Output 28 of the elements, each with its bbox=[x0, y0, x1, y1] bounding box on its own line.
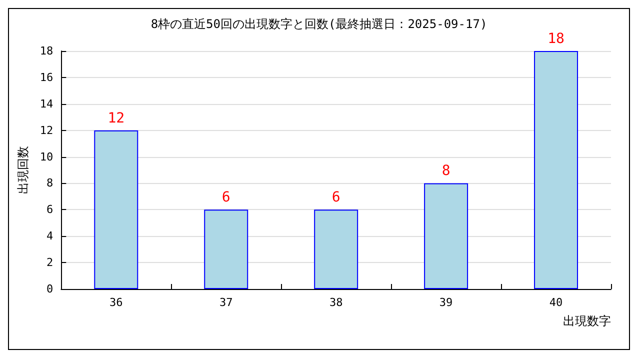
y-tick-label: 8 bbox=[46, 176, 54, 190]
x-tick-label: 40 bbox=[549, 296, 563, 309]
data-label: 6 bbox=[222, 190, 230, 206]
bar bbox=[534, 51, 578, 289]
y-tick-label: 18 bbox=[40, 44, 54, 58]
data-label: 18 bbox=[548, 31, 564, 47]
chart-title: 8枠の直近50回の出現数字と回数(最終抽選日：2025-09-17) bbox=[150, 17, 488, 31]
x-axis-title: 出現数字 bbox=[563, 314, 611, 328]
bar bbox=[424, 183, 468, 289]
y-tick-label: 14 bbox=[40, 97, 54, 110]
data-label: 8 bbox=[442, 163, 450, 180]
y-tick-label: 2 bbox=[46, 256, 54, 270]
data-label: 12 bbox=[108, 110, 125, 126]
bar bbox=[204, 210, 248, 289]
data-label: 6 bbox=[332, 190, 340, 206]
bar bbox=[314, 210, 358, 289]
y-tick-label: 4 bbox=[46, 230, 54, 243]
y-tick-label: 0 bbox=[46, 282, 54, 296]
y-tick-label: 16 bbox=[40, 70, 54, 84]
y-tick-label: 12 bbox=[40, 124, 54, 137]
x-tick-label: 39 bbox=[439, 296, 453, 309]
x-tick-label: 37 bbox=[219, 296, 233, 309]
y-tick-label: 10 bbox=[40, 150, 54, 164]
bar bbox=[94, 130, 138, 289]
y-tick-label: 6 bbox=[46, 203, 54, 216]
y-axis-title: 出現回数 bbox=[16, 146, 30, 194]
x-tick-label: 36 bbox=[110, 296, 123, 309]
x-tick-label: 38 bbox=[329, 296, 343, 309]
